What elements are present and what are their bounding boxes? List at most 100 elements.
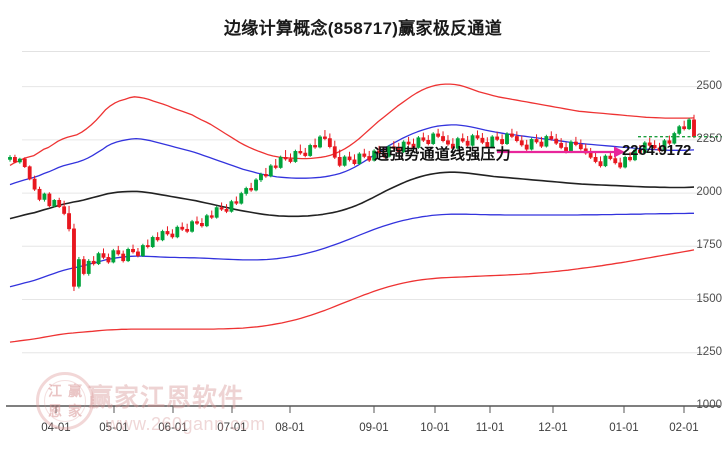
candle-body bbox=[22, 158, 27, 167]
candle-body bbox=[244, 188, 249, 194]
candle-body bbox=[559, 142, 564, 148]
candle-body bbox=[52, 200, 57, 207]
candle-body bbox=[446, 140, 450, 145]
candle-body bbox=[441, 136, 445, 142]
candle-body bbox=[677, 126, 682, 134]
x-tick-label: 10-01 bbox=[420, 422, 450, 434]
page-title: 边缘计算概念(858717)赢家极反通道 bbox=[223, 19, 503, 38]
candle-body bbox=[67, 213, 71, 230]
candle-body bbox=[529, 139, 534, 150]
candle-body bbox=[8, 157, 12, 160]
candle-body bbox=[131, 248, 135, 253]
candle-body bbox=[37, 188, 42, 200]
candle-body bbox=[254, 179, 258, 191]
candle-body bbox=[544, 136, 549, 147]
candle-body bbox=[160, 231, 165, 241]
candle-body bbox=[505, 133, 509, 144]
candle-body bbox=[352, 159, 357, 164]
candle-body bbox=[578, 144, 583, 150]
candle-body bbox=[86, 260, 91, 274]
candle-body bbox=[628, 157, 632, 161]
candle-body bbox=[672, 133, 677, 144]
candle-body bbox=[588, 152, 593, 158]
candle-body bbox=[278, 157, 283, 168]
last-price-label: 2264.9172 bbox=[622, 142, 692, 159]
candle-body bbox=[401, 141, 406, 153]
candle-body bbox=[367, 156, 372, 161]
annotation-label: 遇强势通道线强压力 bbox=[374, 146, 511, 163]
candle-body bbox=[72, 228, 76, 287]
candle-body bbox=[391, 146, 396, 149]
candle-body bbox=[91, 260, 96, 265]
candle-body bbox=[268, 165, 273, 177]
candle-body bbox=[406, 141, 411, 145]
candle-body bbox=[603, 155, 608, 167]
candle-body bbox=[190, 221, 194, 232]
candle-body bbox=[692, 119, 696, 137]
candle-body bbox=[145, 245, 150, 248]
candle-body bbox=[199, 223, 204, 227]
candle-body bbox=[214, 207, 219, 218]
candle-body bbox=[57, 200, 62, 208]
candle-body bbox=[687, 119, 692, 130]
annotation-arrow-head bbox=[614, 146, 625, 158]
candle-body bbox=[426, 139, 431, 144]
candle-body bbox=[519, 140, 524, 146]
y-tick-label: 2250 bbox=[696, 132, 722, 145]
candle-body bbox=[32, 178, 37, 190]
candle-body bbox=[140, 245, 145, 256]
candle-body bbox=[224, 208, 229, 212]
candle-body bbox=[342, 156, 347, 166]
candle-body bbox=[608, 155, 613, 159]
candle-body bbox=[450, 143, 455, 149]
candle-body bbox=[396, 148, 401, 153]
candle-body bbox=[239, 193, 244, 204]
y-tick-label: 1250 bbox=[696, 345, 722, 358]
candle-body bbox=[106, 257, 111, 263]
candle-body bbox=[101, 253, 106, 258]
candle-body bbox=[514, 136, 519, 142]
candle-body bbox=[357, 153, 362, 164]
series-line bbox=[9, 124, 695, 186]
candle-body bbox=[377, 150, 381, 154]
x-tick-label: 01-01 bbox=[609, 422, 639, 434]
candle-body bbox=[308, 145, 313, 156]
y-tick-label: 2500 bbox=[696, 79, 722, 92]
series-line bbox=[9, 249, 695, 343]
candle-body bbox=[647, 142, 652, 146]
series-line bbox=[9, 83, 695, 166]
candle-body bbox=[534, 139, 539, 143]
candle-body bbox=[569, 141, 573, 153]
candle-body bbox=[362, 153, 367, 157]
candle-body bbox=[480, 137, 485, 143]
candle-body bbox=[121, 253, 126, 262]
candle-body bbox=[42, 193, 47, 200]
x-tick-label: 07-01 bbox=[217, 422, 247, 434]
candle-body bbox=[273, 165, 278, 168]
candle-body bbox=[554, 138, 559, 144]
candle-body bbox=[263, 174, 268, 177]
candle-body bbox=[313, 145, 318, 148]
candle-body bbox=[298, 151, 303, 154]
candle-body bbox=[411, 143, 416, 148]
candle-body bbox=[195, 221, 199, 224]
candle-body bbox=[204, 215, 209, 227]
candle-body bbox=[662, 140, 667, 151]
candle-body bbox=[180, 226, 185, 230]
y-tick-label: 1500 bbox=[696, 292, 722, 305]
candle-body bbox=[598, 161, 603, 167]
candle-body bbox=[249, 188, 254, 191]
candle-body bbox=[436, 133, 441, 137]
candle-body bbox=[431, 133, 436, 144]
candle-body bbox=[347, 156, 352, 161]
series-line bbox=[9, 171, 695, 220]
x-tick-label: 11-01 bbox=[475, 422, 505, 434]
candle-body bbox=[81, 259, 86, 274]
candle-body bbox=[509, 133, 514, 137]
candle-body bbox=[475, 135, 480, 139]
candle-body bbox=[549, 136, 554, 140]
candle-body bbox=[593, 157, 598, 162]
candle-body bbox=[386, 146, 391, 157]
